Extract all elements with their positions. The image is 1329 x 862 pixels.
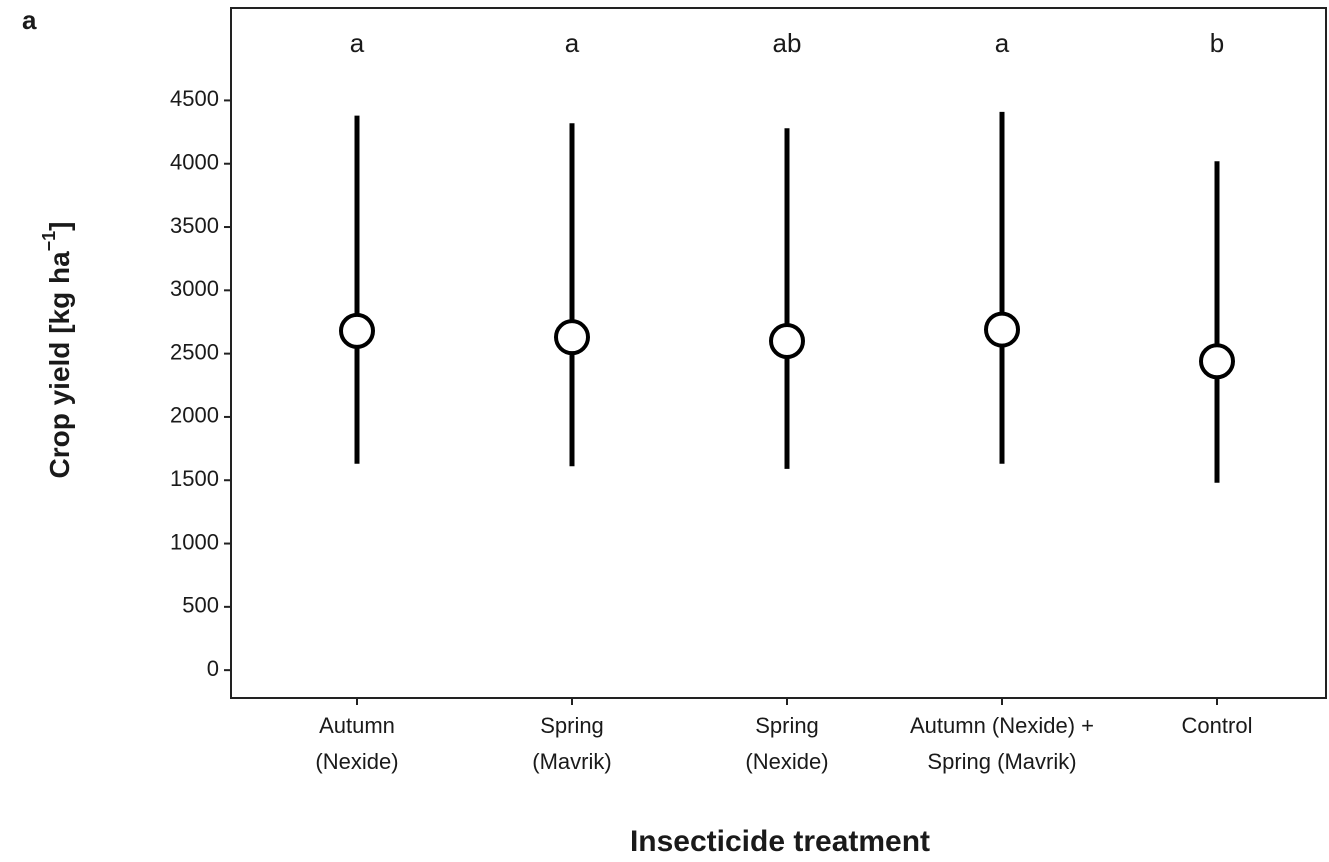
x-tick-line: Spring (Mavrik) <box>927 749 1076 774</box>
y-label-main: Crop yield [kg ha <box>44 251 75 479</box>
annotation: b <box>1210 28 1224 58</box>
annotation: a <box>565 28 580 58</box>
point <box>769 322 805 359</box>
x-tick-label: Autumn (Nexide) <box>315 713 398 774</box>
annotation: a <box>995 28 1010 58</box>
x-tick-line: Spring <box>755 713 819 738</box>
x-tick-line: Control <box>1182 713 1253 738</box>
x-tick-line: (Nexide) <box>745 749 828 774</box>
x-tick-line: Spring <box>540 713 604 738</box>
y-label-end: ] <box>44 221 75 230</box>
x-tick-line: Autumn (Nexide) + <box>910 713 1094 738</box>
x-tick-label: Spring (Mavrik) <box>532 713 611 774</box>
y-tick-label: 4000 <box>170 150 219 175</box>
x-tick-line: (Mavrik) <box>532 749 611 774</box>
x-tick-label: Autumn (Nexide) + Spring (Mavrik) <box>910 713 1094 774</box>
y-tick-label: 2500 <box>170 339 219 364</box>
y-axis-label: Crop yield [kg ha−1] <box>39 221 76 478</box>
y-tick-label: 2000 <box>170 403 219 428</box>
point <box>339 312 375 349</box>
x-tick-line: (Nexide) <box>315 749 398 774</box>
x-tick-line: Autumn <box>319 713 395 738</box>
panel-label: a <box>22 5 37 35</box>
point <box>984 311 1020 348</box>
x-axis-label: Insecticide treatment <box>630 825 930 858</box>
point <box>554 319 590 356</box>
x-tick-label: Spring (Nexide) <box>745 713 828 774</box>
annotation: ab <box>773 28 802 58</box>
y-tick-label: 500 <box>182 593 219 618</box>
y-tick-label: 4500 <box>170 86 219 111</box>
y-tick-label: 1000 <box>170 529 219 554</box>
x-tick-label: Control <box>1182 713 1253 738</box>
y-tick-label: 1500 <box>170 466 219 491</box>
y-tick-label: 0 <box>207 656 219 681</box>
y-label-sup: −1 <box>39 231 59 252</box>
point <box>1199 343 1235 380</box>
annotation: a <box>350 28 365 58</box>
y-tick-label: 3500 <box>170 213 219 238</box>
y-tick-label: 3000 <box>170 276 219 301</box>
